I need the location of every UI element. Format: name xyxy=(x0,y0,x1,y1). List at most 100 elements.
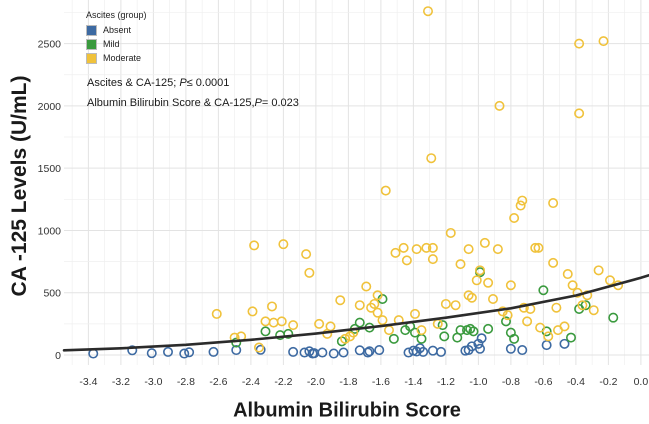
legend-label-absent: Absent xyxy=(103,25,132,35)
point-moderate xyxy=(421,242,432,253)
point-moderate xyxy=(390,247,401,258)
legend-swatch-mild xyxy=(86,38,97,50)
point-mild xyxy=(388,333,399,344)
point-moderate xyxy=(372,290,383,301)
x-tick-label: -3.4 xyxy=(79,376,97,388)
x-tick-label: -2.0 xyxy=(307,376,325,388)
point-absent xyxy=(231,345,242,356)
point-absent xyxy=(559,338,570,349)
point-moderate xyxy=(354,300,365,311)
point-moderate xyxy=(494,100,505,111)
legend: Ascites (group) Absent Mild Moderate xyxy=(86,10,147,65)
x-tick-label: 0.0 xyxy=(634,376,649,388)
annotation-line-1: Ascites & CA-125; P≤ 0.0001 xyxy=(87,73,299,93)
point-moderate xyxy=(502,310,513,321)
y-tick-label: 1000 xyxy=(38,225,62,237)
point-moderate xyxy=(278,239,289,250)
point-absent xyxy=(127,345,138,356)
point-moderate xyxy=(249,240,260,251)
point-moderate xyxy=(533,242,544,253)
point-absent xyxy=(328,348,339,359)
point-moderate xyxy=(266,301,277,312)
point-moderate xyxy=(440,298,451,309)
point-moderate xyxy=(211,308,222,319)
annotation-2-p: P xyxy=(254,97,262,109)
annotation-1-p: P xyxy=(179,77,187,89)
point-moderate xyxy=(543,331,554,342)
point-absent xyxy=(505,343,516,354)
x-tick-label: -0.4 xyxy=(567,376,585,388)
legend-swatch-moderate xyxy=(86,52,97,64)
annotation-line-2: Albumin Bilirubin Score & CA-125,P= 0.02… xyxy=(87,93,299,113)
point-mild xyxy=(409,327,420,338)
point-moderate xyxy=(522,316,533,327)
point-moderate xyxy=(383,325,394,336)
point-moderate xyxy=(455,259,466,270)
annotation-2-text: Albumin Bilirubin Score & CA-125, xyxy=(87,97,255,109)
point-absent xyxy=(435,346,446,357)
point-absent xyxy=(208,346,219,357)
point-moderate xyxy=(548,198,559,209)
point-mild xyxy=(500,316,511,327)
point-absent xyxy=(179,348,190,359)
point-moderate xyxy=(304,267,315,278)
point-absent xyxy=(362,347,373,358)
x-tick-label: -2.2 xyxy=(274,376,292,388)
point-moderate xyxy=(487,293,498,304)
x-tick-label: -1.8 xyxy=(339,376,357,388)
point-mild xyxy=(483,323,494,334)
point-absent xyxy=(317,347,328,358)
point-moderate xyxy=(492,244,503,255)
point-mild xyxy=(231,337,242,348)
point-mild xyxy=(608,312,619,323)
point-absent xyxy=(517,345,528,356)
point-mild xyxy=(509,333,520,344)
point-moderate xyxy=(483,277,494,288)
point-mild xyxy=(538,285,549,296)
point-moderate xyxy=(335,295,346,306)
point-moderate xyxy=(372,307,383,318)
point-moderate xyxy=(314,318,325,329)
point-moderate xyxy=(474,265,485,276)
point-absent xyxy=(338,347,349,358)
point-moderate xyxy=(416,325,427,336)
point-moderate xyxy=(517,195,528,206)
point-moderate xyxy=(260,316,271,327)
point-moderate xyxy=(471,275,482,286)
x-tick-label: -1.6 xyxy=(372,376,390,388)
point-absent xyxy=(163,346,174,357)
legend-title: Ascites (group) xyxy=(86,10,147,20)
point-mild xyxy=(468,326,479,337)
point-moderate xyxy=(509,213,520,224)
x-tick-label: -0.8 xyxy=(502,376,520,388)
point-moderate xyxy=(340,333,351,344)
point-moderate xyxy=(562,269,573,280)
point-moderate xyxy=(574,108,585,119)
point-moderate xyxy=(254,342,265,353)
annotation-1-text: Ascites & CA-125; xyxy=(87,77,180,89)
point-absent xyxy=(474,343,485,354)
x-tick-label: -3.0 xyxy=(144,376,162,388)
point-absent xyxy=(354,345,365,356)
point-moderate xyxy=(380,185,391,196)
point-moderate xyxy=(515,200,526,211)
point-moderate xyxy=(588,305,599,316)
y-tick-label: 1500 xyxy=(38,163,62,175)
legend-item-mild: Mild xyxy=(86,37,147,51)
point-mild xyxy=(565,332,576,343)
y-axis-label: CA -125 Levels (U/mL) xyxy=(8,75,31,297)
point-moderate xyxy=(463,290,474,301)
point-moderate xyxy=(247,306,258,317)
legend-item-moderate: Moderate xyxy=(86,51,147,65)
annotation-2-value: = 0.023 xyxy=(261,97,299,109)
point-moderate xyxy=(276,316,287,327)
point-moderate xyxy=(567,280,578,291)
y-tick-label: 500 xyxy=(43,288,61,300)
point-absent xyxy=(374,345,385,356)
point-moderate xyxy=(535,322,546,333)
legend-label-mild: Mild xyxy=(103,39,120,49)
point-mild xyxy=(260,326,271,337)
point-moderate xyxy=(398,242,409,253)
legend-swatch-absent xyxy=(86,24,97,36)
point-mild xyxy=(580,300,591,311)
